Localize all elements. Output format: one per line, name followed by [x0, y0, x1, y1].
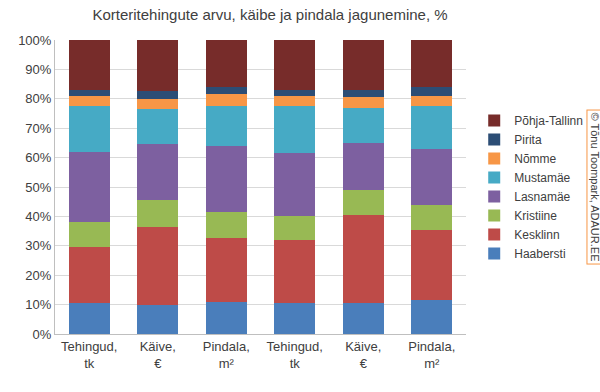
svg-text:40%: 40%	[25, 209, 51, 224]
svg-text:Käive,€: Käive,€	[140, 339, 176, 371]
svg-text:Haabersti: Haabersti	[514, 247, 565, 261]
svg-text:10%: 10%	[25, 297, 51, 312]
svg-text:60%: 60%	[25, 150, 51, 165]
svg-text:90%: 90%	[25, 62, 51, 77]
svg-text:80%: 80%	[25, 91, 51, 106]
svg-text:Põhja-Tallinn: Põhja-Tallinn	[514, 114, 583, 128]
svg-text:Mustamäe: Mustamäe	[514, 171, 570, 185]
svg-text:© Tõnu Toompark, ADAUR.EE: © Tõnu Toompark, ADAUR.EE	[589, 113, 600, 262]
svg-text:Korteritehingute arvu, käibe j: Korteritehingute arvu, käibe ja pindala …	[92, 6, 447, 23]
svg-text:Tehingud,tk: Tehingud,tk	[267, 339, 323, 371]
svg-text:20%: 20%	[25, 268, 51, 283]
svg-text:Kesklinn: Kesklinn	[514, 228, 559, 242]
svg-text:50%: 50%	[25, 180, 51, 195]
svg-text:Tehingud,tk: Tehingud,tk	[61, 339, 117, 371]
svg-text:100%: 100%	[18, 33, 52, 48]
svg-text:Pirita: Pirita	[514, 133, 542, 147]
svg-text:Lasnamäe: Lasnamäe	[514, 190, 570, 204]
svg-text:30%: 30%	[25, 238, 51, 253]
svg-text:Kristiine: Kristiine	[514, 209, 557, 223]
svg-text:Käive,€: Käive,€	[345, 339, 381, 371]
svg-text:0%: 0%	[33, 327, 52, 342]
svg-text:Pindala,m²: Pindala,m²	[408, 339, 455, 371]
svg-text:70%: 70%	[25, 121, 51, 136]
svg-text:Pindala,m²: Pindala,m²	[203, 339, 250, 371]
svg-text:Nõmme: Nõmme	[514, 152, 556, 166]
